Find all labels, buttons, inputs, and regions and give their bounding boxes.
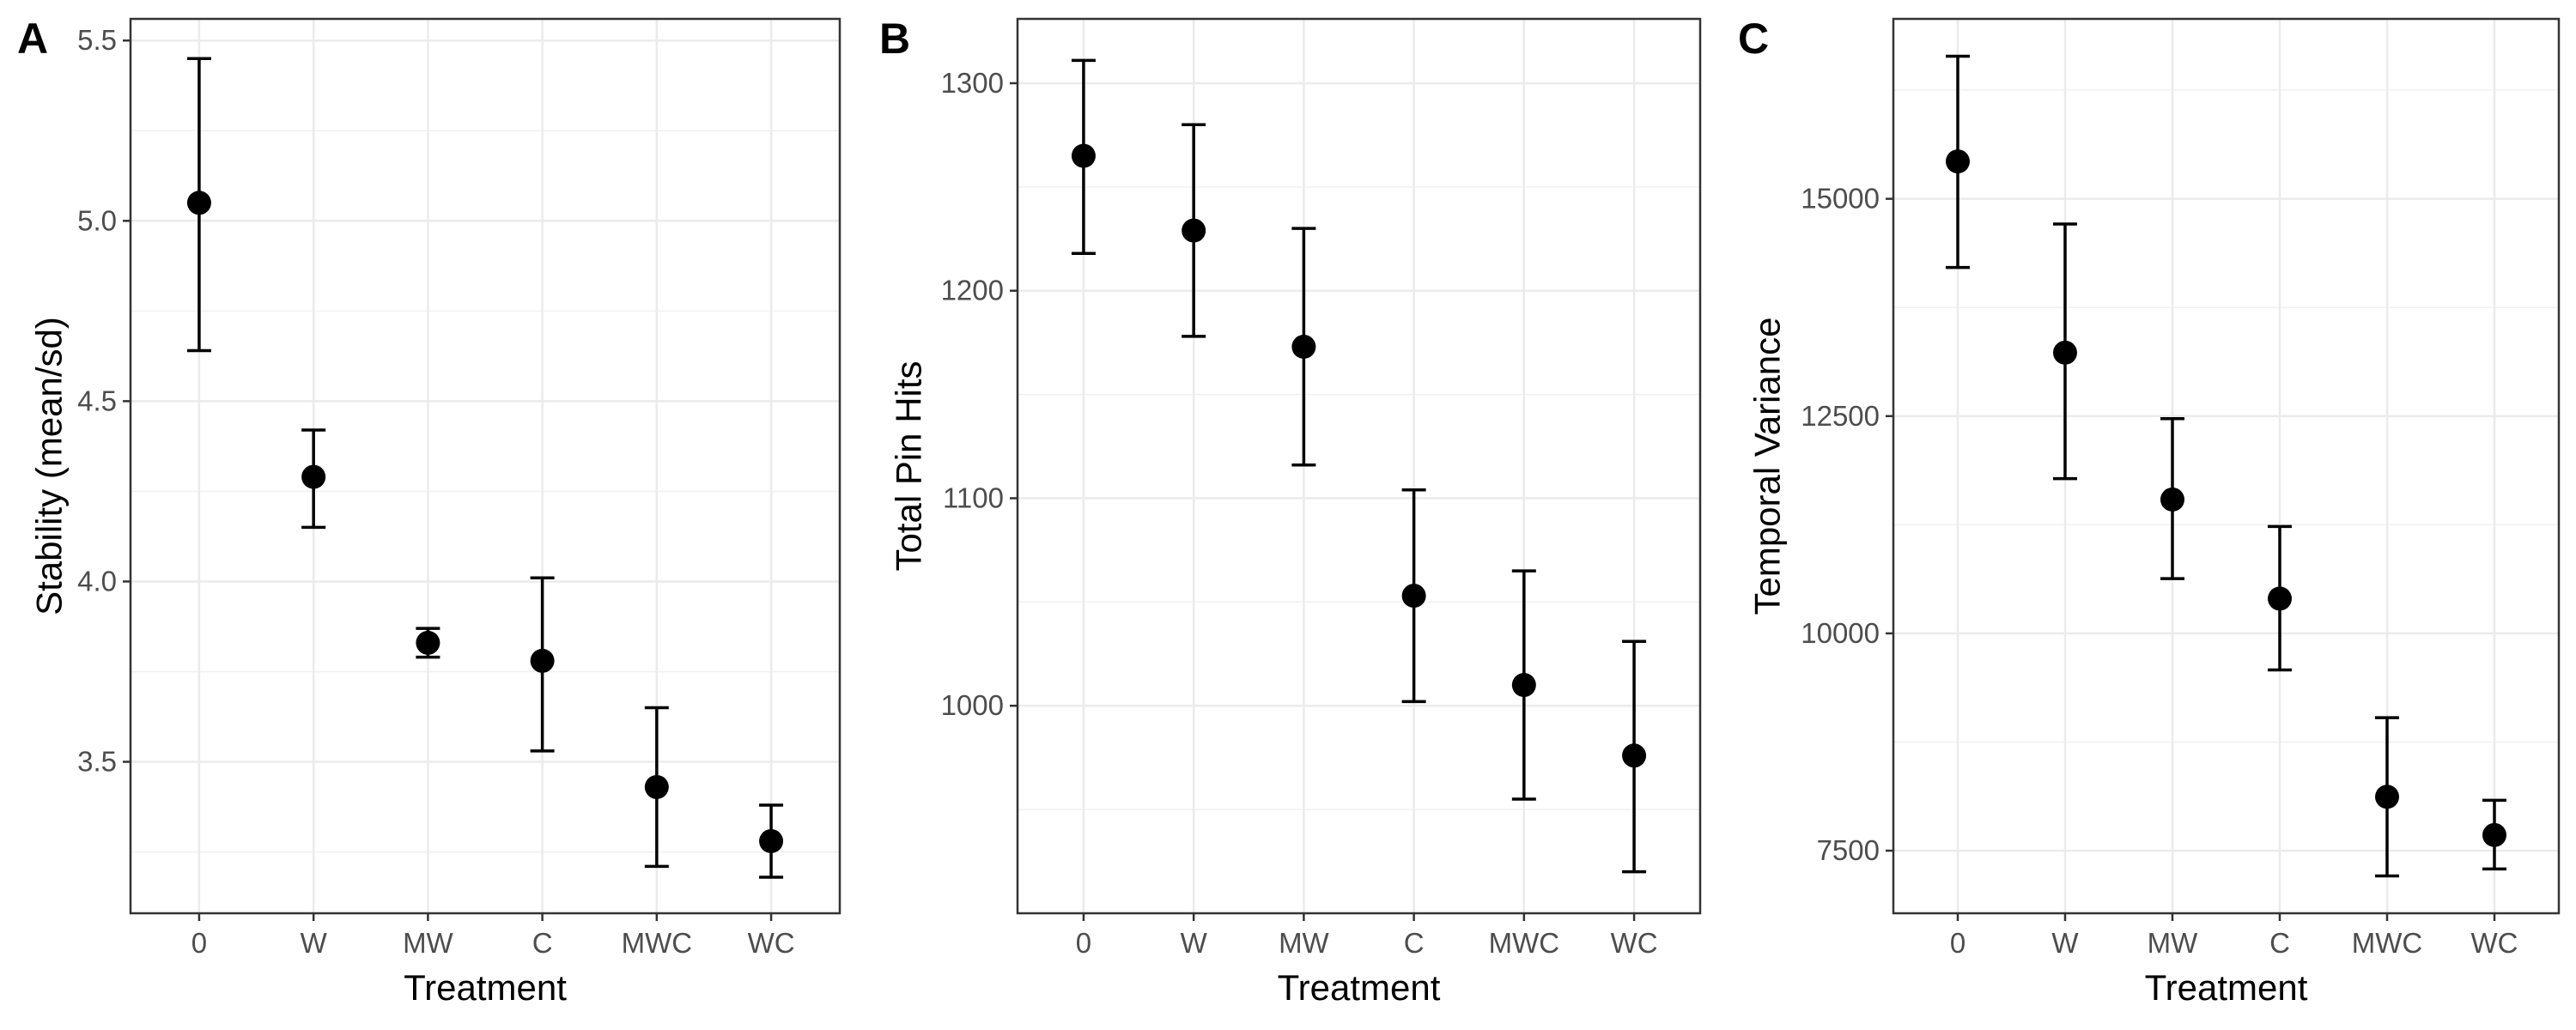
data-point xyxy=(416,630,440,655)
y-tick-label: 15000 xyxy=(1801,183,1880,215)
x-tick-label: C xyxy=(1404,927,1425,959)
data-point xyxy=(1622,743,1647,768)
y-axis-title: Temporal Variance xyxy=(1747,317,1788,615)
panel-letter: C xyxy=(1738,15,1769,63)
data-point xyxy=(2482,822,2506,847)
data-point xyxy=(1401,584,1426,609)
x-tick-label: WC xyxy=(2471,927,2518,959)
data-point xyxy=(530,648,555,673)
data-point xyxy=(1071,143,1096,168)
x-tick-label: C xyxy=(532,927,553,959)
x-tick-label: C xyxy=(2269,927,2290,959)
x-tick-label: MWC xyxy=(1489,927,1559,959)
x-tick-label: W xyxy=(301,927,328,959)
data-point xyxy=(1946,149,1970,174)
x-axis-title: Treatment xyxy=(1278,967,1441,1008)
y-tick-label: 1100 xyxy=(943,482,1004,513)
data-point xyxy=(2053,340,2077,365)
x-tick-label: W xyxy=(1181,927,1208,959)
y-tick-label: 7500 xyxy=(1817,834,1880,866)
y-axis-title: Total Pin Hits xyxy=(889,360,929,571)
y-tick-label: 4.5 xyxy=(77,385,117,416)
data-point xyxy=(1511,673,1536,698)
data-point xyxy=(1291,334,1316,359)
panel-a: 3.54.04.55.05.50 W MW C MWC WCTreatmentStabil… xyxy=(17,15,841,1008)
x-axis-title: Treatment xyxy=(2145,967,2308,1008)
x-tick-label: 0 xyxy=(1076,927,1091,959)
y-tick-label: 12500 xyxy=(1801,400,1880,432)
data-point xyxy=(644,774,669,799)
x-axis-title: Treatment xyxy=(404,967,567,1008)
y-tick-label: 4.0 xyxy=(77,565,117,597)
data-point xyxy=(759,828,784,853)
data-point xyxy=(2375,785,2399,809)
plot-background xyxy=(1893,19,2559,913)
panel-border xyxy=(129,17,841,915)
panel-border xyxy=(1892,17,2561,915)
y-tick-label: 5.5 xyxy=(77,24,117,56)
x-tick-label: MW xyxy=(2148,927,2198,959)
x-tick-label: WC xyxy=(1611,927,1658,959)
plot-background xyxy=(1018,19,1700,913)
panel-border xyxy=(1016,17,1702,915)
x-tick-label: MW xyxy=(1279,927,1329,959)
x-tick-label: 0 xyxy=(191,927,207,959)
y-tick-label: 1300 xyxy=(941,67,1004,99)
panel-letter: B xyxy=(879,15,910,63)
x-tick-label: MWC xyxy=(622,927,692,959)
data-point xyxy=(301,464,326,489)
panel-letter: A xyxy=(17,15,48,63)
x-tick-label: WC xyxy=(748,927,795,959)
data-point xyxy=(186,191,211,215)
y-tick-label: 1200 xyxy=(941,275,1004,306)
data-point xyxy=(2268,586,2292,611)
data-point xyxy=(2160,487,2184,512)
y-tick-label: 5.0 xyxy=(77,204,117,236)
y-tick-label: 1000 xyxy=(941,689,1004,721)
x-tick-label: W xyxy=(2051,927,2079,959)
x-tick-label: 0 xyxy=(1950,927,1965,959)
plot-background xyxy=(131,19,840,913)
x-tick-label: MWC xyxy=(2352,927,2422,959)
x-tick-label: MW xyxy=(403,927,453,959)
y-tick-label: 10000 xyxy=(1801,617,1880,649)
y-tick-label: 3.5 xyxy=(77,746,117,778)
data-point xyxy=(1182,218,1206,243)
y-axis-title: Stability (mean/sd) xyxy=(29,317,70,615)
